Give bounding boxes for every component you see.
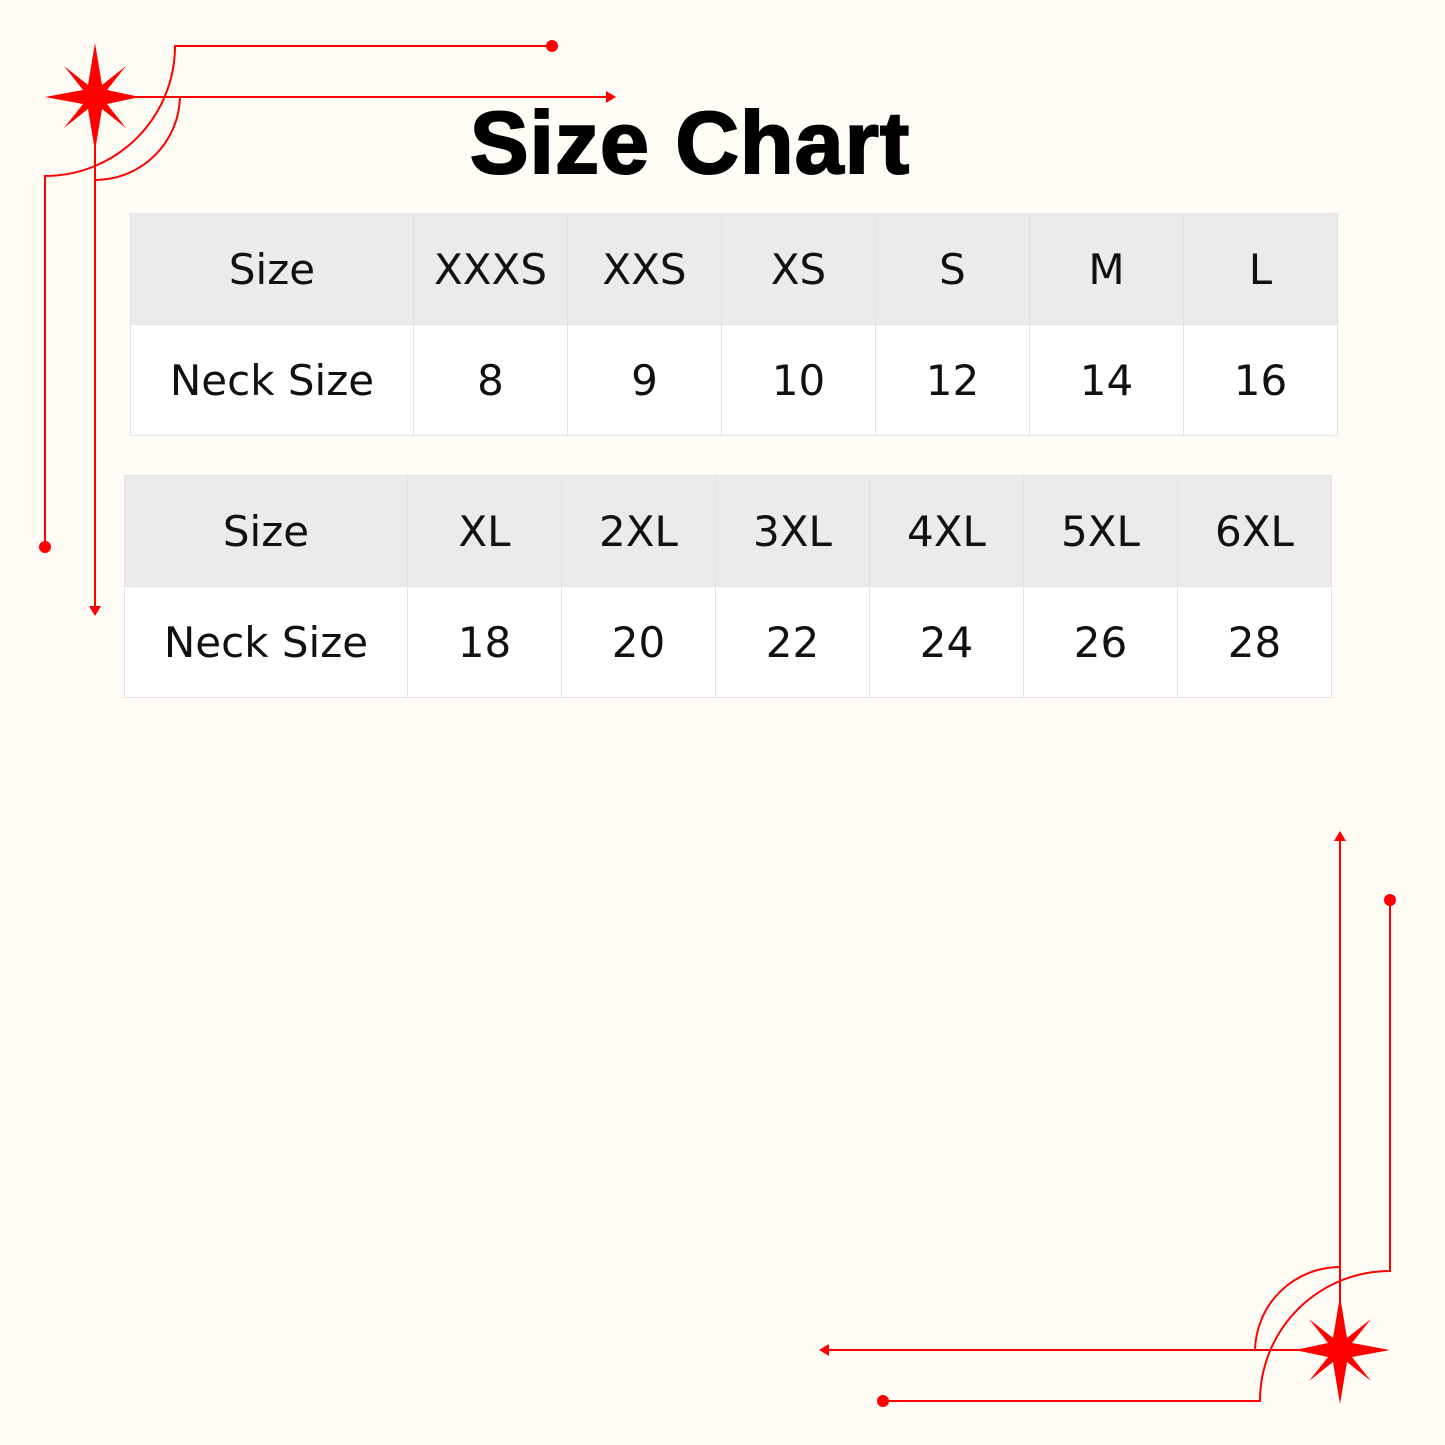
table-cell: Neck Size <box>130 324 414 436</box>
table-cell: 5XL <box>1023 475 1178 587</box>
table-cell: Size <box>124 475 408 587</box>
table-cell: Size <box>130 213 414 325</box>
table-header-row: Size XXXS XXS XS S M L <box>130 213 1338 325</box>
table-row: Neck Size 18 20 22 24 26 28 <box>124 586 1332 698</box>
table-cell: XXS <box>567 213 722 325</box>
table-cell: 14 <box>1029 324 1184 436</box>
table-cell: XXXS <box>413 213 568 325</box>
table-cell: 12 <box>875 324 1030 436</box>
table-cell: 22 <box>715 586 870 698</box>
table-cell: XL <box>407 475 562 587</box>
table-cell: 3XL <box>715 475 870 587</box>
table-cell: 24 <box>869 586 1024 698</box>
table-cell: L <box>1183 213 1338 325</box>
table-cell: 18 <box>407 586 562 698</box>
table-cell: 16 <box>1183 324 1338 436</box>
table-cell: 26 <box>1023 586 1178 698</box>
table-cell: 8 <box>413 324 568 436</box>
table-header-row: Size XL 2XL 3XL 4XL 5XL 6XL <box>124 475 1332 587</box>
table-cell: 2XL <box>561 475 716 587</box>
table-cell: Neck Size <box>124 586 408 698</box>
table-cell: 10 <box>721 324 876 436</box>
size-table-1: Size XXXS XXS XS S M L Neck Size 8 9 10 … <box>130 213 1338 436</box>
table-cell: 20 <box>561 586 716 698</box>
table-row: Neck Size 8 9 10 12 14 16 <box>130 324 1338 436</box>
table-cell: M <box>1029 213 1184 325</box>
table-cell: 9 <box>567 324 722 436</box>
page-title: Size Chart <box>469 92 911 193</box>
table-cell: 28 <box>1177 586 1332 698</box>
table-cell: S <box>875 213 1030 325</box>
bottom-right-corner-ornament <box>818 830 1397 1408</box>
table-cell: 6XL <box>1177 475 1332 587</box>
table-cell: 4XL <box>869 475 1024 587</box>
table-cell: XS <box>721 213 876 325</box>
size-table-2: Size XL 2XL 3XL 4XL 5XL 6XL Neck Size 18… <box>124 475 1332 698</box>
